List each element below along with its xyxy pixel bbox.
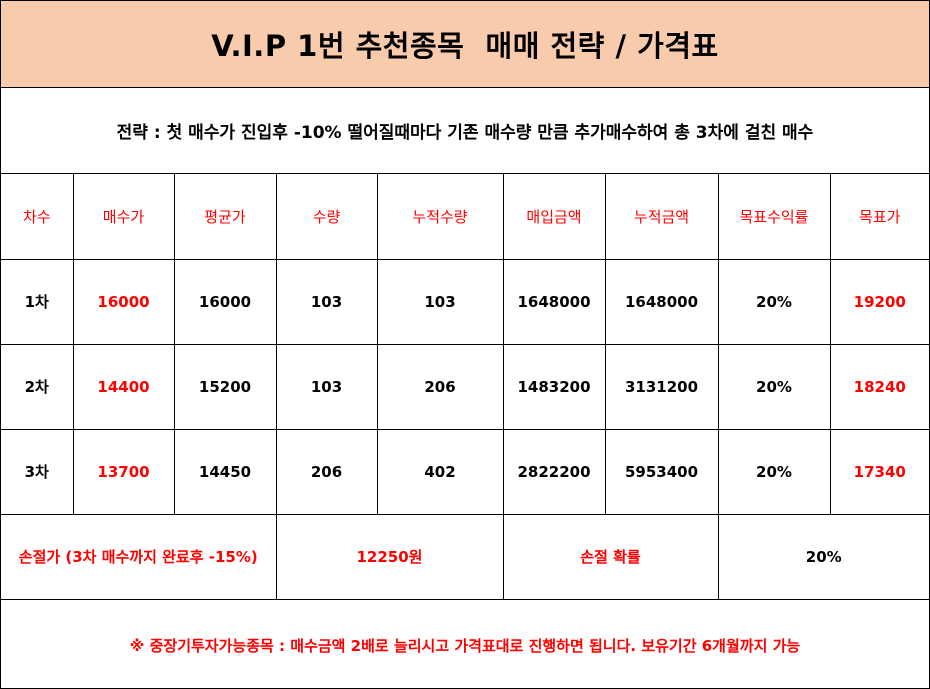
- avg-price-cell: 14450: [173, 428, 277, 515]
- round-cell: 2차: [1, 343, 74, 430]
- round-cell: 1차: [1, 258, 74, 345]
- target-price-cell: 19200: [829, 258, 929, 345]
- cumulative-quantity-cell: 103: [376, 258, 504, 345]
- target-return-cell: 20%: [717, 428, 831, 515]
- avg-price-cell: 15200: [173, 343, 277, 430]
- cumulative-quantity-cell: 402: [376, 428, 504, 515]
- header-avg-price: 평균가: [173, 174, 277, 260]
- buy-price-cell: 16000: [72, 258, 175, 345]
- purchase-amount-cell: 2822200: [502, 428, 606, 515]
- table-row: 2차 14400 15200 103 206 1483200 3131200 2…: [1, 343, 929, 430]
- cumulative-amount-cell: 3131200: [604, 343, 719, 430]
- target-price-cell: 17340: [829, 428, 929, 515]
- header-target-return: 목표수익률: [717, 174, 831, 260]
- avg-price-cell: 16000: [173, 258, 277, 345]
- table-row: 1차 16000 16000 103 103 1648000 1648000 2…: [1, 258, 929, 345]
- round-cell: 3차: [1, 428, 74, 515]
- header-purchase-amount: 매입금액: [502, 174, 606, 260]
- purchase-amount-cell: 1483200: [502, 343, 606, 430]
- cumulative-amount-cell: 5953400: [604, 428, 719, 515]
- footer-note: ※ 중장기투자가능종목 : 매수금액 2배로 늘리시고 가격표대로 진행하면 됩…: [129, 637, 801, 655]
- page-title: V.I.P 1번 추천종목 매매 전략 / 가격표: [1, 1, 929, 88]
- stoploss-probability-value: 20%: [717, 513, 929, 600]
- header-row: 차수 매수가 평균가 수량 누적수량 매입금액 누적금액 목표수익률 목표가: [1, 174, 929, 260]
- purchase-amount-cell: 1648000: [502, 258, 606, 345]
- target-return-cell: 20%: [717, 343, 831, 430]
- stoploss-price: 12250원: [275, 513, 504, 600]
- target-return-cell: 20%: [717, 258, 831, 345]
- quantity-cell: 103: [275, 258, 378, 345]
- cumulative-amount-cell: 1648000: [604, 258, 719, 345]
- quantity-cell: 103: [275, 343, 378, 430]
- header-round: 차수: [1, 174, 74, 260]
- table-row: 3차 13700 14450 206 402 2822200 5953400 2…: [1, 428, 929, 515]
- strategy-description: 전략 : 첫 매수가 진입후 -10% 떨어질때마다 기존 매수량 만큼 추가매…: [1, 88, 929, 174]
- header-cumulative-quantity: 누적수량: [376, 174, 504, 260]
- price-table: 차수 매수가 평균가 수량 누적수량 매입금액 누적금액 목표수익률 목표가 1…: [1, 174, 929, 600]
- header-quantity: 수량: [275, 174, 378, 260]
- stoploss-label: 손절가 (3차 매수까지 완료후 -15%): [1, 513, 277, 600]
- header-buy-price: 매수가: [72, 174, 175, 260]
- buy-price-cell: 13700: [72, 428, 175, 515]
- header-target-price: 목표가: [829, 174, 929, 260]
- stoploss-probability-label: 손절 확률: [502, 513, 719, 600]
- header-cumulative-amount: 누적금액: [604, 174, 719, 260]
- target-price-cell: 18240: [829, 343, 929, 430]
- quantity-cell: 206: [275, 428, 378, 515]
- stoploss-row: 손절가 (3차 매수까지 완료후 -15%) 12250원 손절 확률 20%: [1, 513, 929, 600]
- cumulative-quantity-cell: 206: [376, 343, 504, 430]
- buy-price-cell: 14400: [72, 343, 175, 430]
